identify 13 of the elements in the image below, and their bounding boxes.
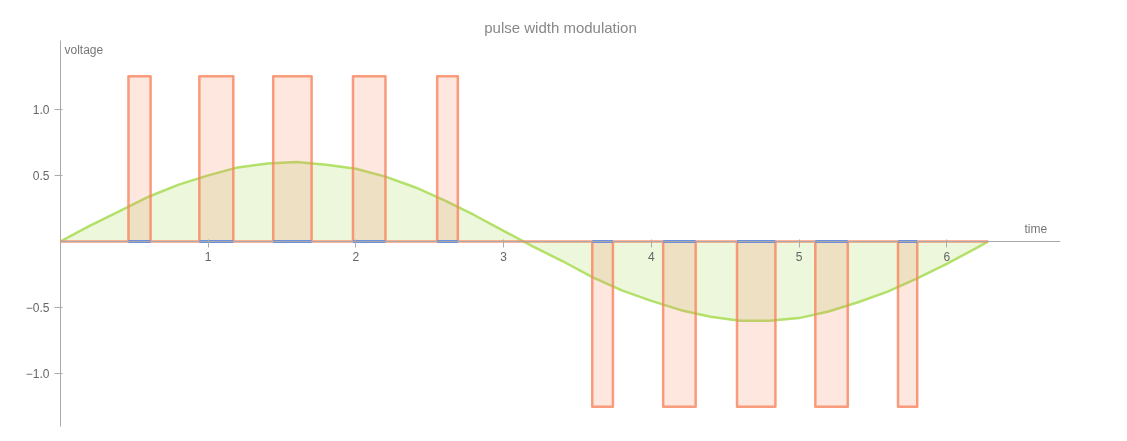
x-tick-label: 2 (352, 250, 360, 265)
y-tick-label: −0.5 (25, 301, 50, 316)
y-tick-label: 0.5 (32, 168, 50, 183)
x-tick-label: 5 (795, 250, 803, 265)
x-axis-title: time (1024, 222, 1048, 237)
y-axis-title: voltage (64, 42, 104, 57)
y-tick-label: −1.0 (25, 367, 50, 382)
x-tick-label: 1 (204, 250, 212, 265)
x-tick-label: 4 (648, 250, 656, 265)
x-tick-label: 3 (500, 250, 508, 265)
y-tick-label: 1.0 (32, 102, 50, 117)
x-tick-label: 6 (943, 250, 951, 265)
chart-title: pulse width modulation (484, 18, 637, 36)
